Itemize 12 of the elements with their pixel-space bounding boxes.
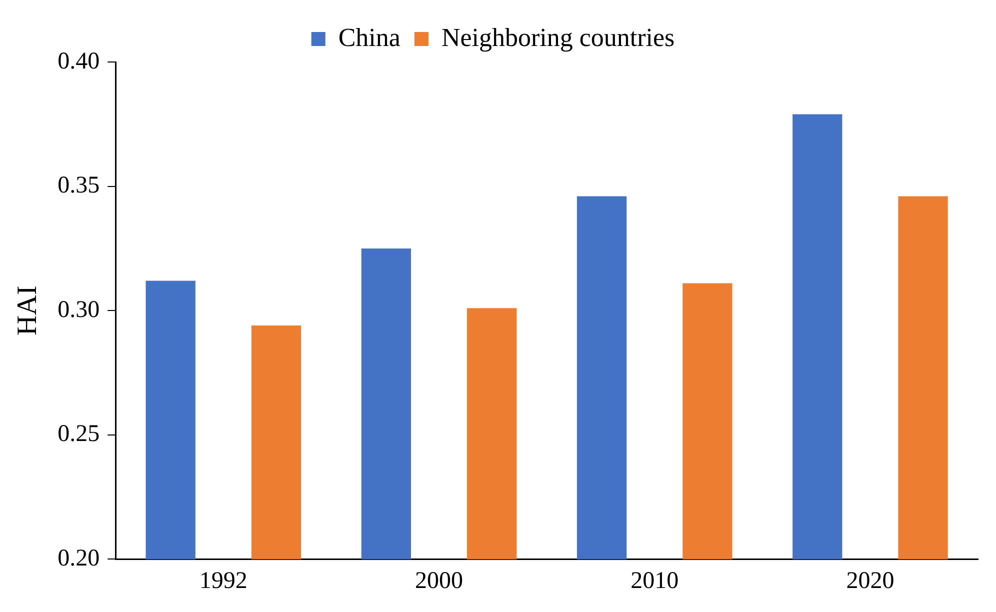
- x-tick-label: 1992: [199, 568, 248, 594]
- y-tick-label: 0.30: [58, 296, 100, 323]
- x-tick-label: 2020: [846, 568, 894, 594]
- y-tick-label: 0.40: [58, 48, 100, 74]
- y-tick-label: 0.35: [58, 172, 100, 199]
- y-tick-label: 0.20: [58, 545, 100, 572]
- legend-label: China: [338, 22, 401, 52]
- legend-label: Neighboring countries: [441, 22, 675, 52]
- y-axis-title: HAI: [12, 286, 44, 336]
- x-tick-label: 2010: [630, 568, 679, 594]
- y-tick-label: 0.25: [58, 421, 100, 448]
- x-tick-label: 2000: [415, 568, 463, 594]
